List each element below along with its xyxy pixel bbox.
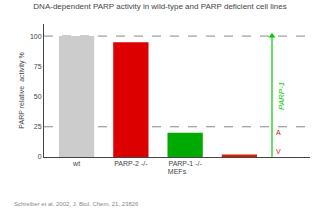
svg-text:wt: wt bbox=[72, 160, 80, 167]
svg-text:50: 50 bbox=[34, 93, 42, 100]
svg-text:0: 0 bbox=[38, 153, 42, 160]
svg-text:Schreiber et al. 2002, J. Biol: Schreiber et al. 2002, J. Biol. Chem. 21… bbox=[14, 201, 139, 207]
svg-text:25: 25 bbox=[34, 123, 42, 130]
svg-text:100: 100 bbox=[30, 33, 42, 40]
svg-text:75: 75 bbox=[34, 63, 42, 70]
svg-text:PARP-1: PARP-1 bbox=[277, 82, 286, 110]
svg-text:DNA-dependent PARP activity in: DNA-dependent PARP activity in wild-type… bbox=[33, 2, 286, 11]
svg-text:MEFs: MEFs bbox=[168, 168, 187, 175]
svg-text:PARP-2 -/-: PARP-2 -/- bbox=[114, 160, 148, 167]
svg-text:PARP relative activity %: PARP relative activity % bbox=[18, 52, 26, 128]
svg-text:V: V bbox=[276, 148, 281, 155]
svg-text:PARP-1 -/-: PARP-1 -/- bbox=[168, 160, 202, 167]
svg-text:A: A bbox=[276, 129, 281, 136]
